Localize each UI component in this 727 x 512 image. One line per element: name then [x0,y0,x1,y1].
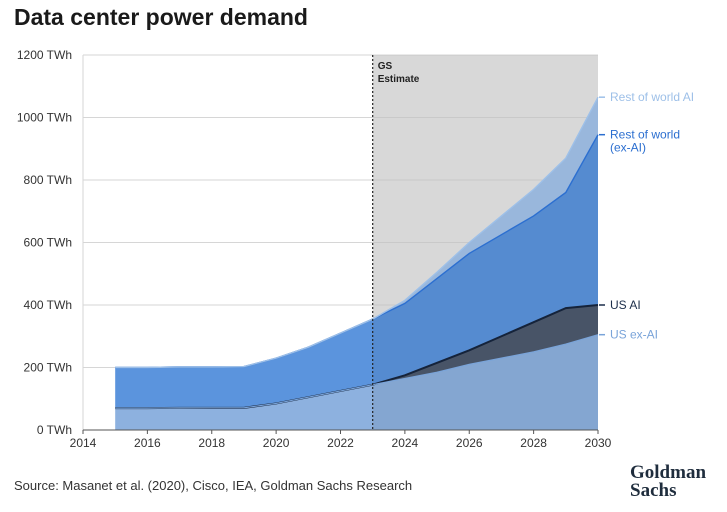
y-tick-label: 800 TWh [24,173,72,187]
series-label: Rest of world [610,128,680,142]
logo-line-2: Sachs [630,480,677,501]
chart-title: Data center power demand [14,4,308,30]
line-us-ex-ai [115,334,599,409]
y-tick-label: 400 TWh [24,298,72,312]
logo-line-1: Goldman [630,462,707,483]
y-tick-label: 1000 TWh [17,111,72,125]
area-rest-of-world-ai [115,97,598,368]
area-us-ex-ai [115,334,598,430]
y-tick-label: 0 TWh [37,423,72,437]
y-tick-label: 200 TWh [24,361,72,375]
x-tick-label: 2018 [198,436,225,450]
series-label: (ex-AI) [610,141,646,155]
x-tick-label: 2024 [392,436,419,450]
x-tick-label: 2028 [520,436,547,450]
estimate-label: GS [378,61,393,72]
estimate-label: Estimate [378,74,420,85]
x-tick-label: 2014 [70,436,97,450]
area-rest-of-world-ex-ai [115,134,598,409]
x-tick-label: 2026 [456,436,483,450]
source-note: Source: Masanet et al. (2020), Cisco, IE… [14,478,413,493]
y-tick-label: 1200 TWh [17,48,72,62]
line-rest-of-world-ai [115,96,599,369]
series-label: US ex-AI [610,328,658,342]
x-tick-label: 2016 [134,436,161,450]
y-tick-label: 600 TWh [24,236,72,250]
x-tick-label: 2020 [263,436,290,450]
goldman-sachs-logo: Goldman Sachs [630,462,707,501]
estimate-tint [372,55,598,430]
x-tick-label: 2030 [585,436,612,450]
x-tick-label: 2022 [327,436,354,450]
series-label: Rest of world AI [610,90,694,104]
series-label: US AI [610,298,641,312]
